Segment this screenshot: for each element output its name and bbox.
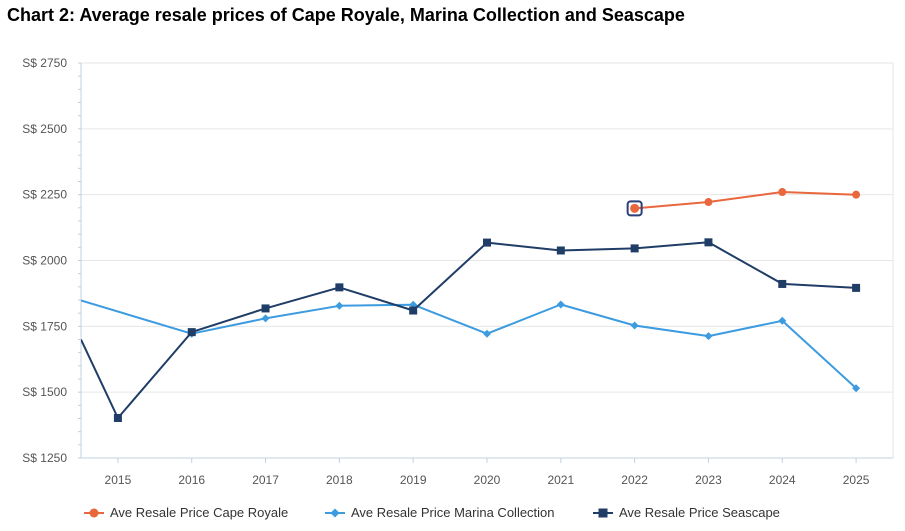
legend-label-marina-collection: Ave Resale Price Marina Collection	[351, 505, 555, 520]
series-line	[81, 241, 857, 419]
y-tick-label: S$ 2500	[22, 122, 67, 136]
x-tick-label: 2016	[178, 473, 205, 487]
series-1	[81, 299, 861, 393]
data-point-diamond[interactable]	[704, 332, 713, 341]
legend-label-cape-royale: Ave Resale Price Cape Royale	[110, 505, 289, 520]
chart-title: Chart 2: Average resale prices of Cape R…	[7, 5, 685, 25]
data-point-square[interactable]	[113, 413, 122, 422]
data-point-diamond[interactable]	[778, 316, 787, 325]
legend-item-cape-royale[interactable]: Ave Resale Price Cape Royale	[84, 505, 288, 520]
series-2	[81, 238, 861, 422]
y-tick-label: S$ 1750	[22, 319, 67, 333]
data-point-circle[interactable]	[852, 190, 861, 199]
data-point-square[interactable]	[409, 306, 418, 315]
data-point-square[interactable]	[778, 279, 787, 288]
data-point-square[interactable]	[704, 238, 713, 247]
data-point-circle[interactable]	[704, 198, 713, 207]
series-line	[81, 299, 857, 389]
series-line	[634, 191, 857, 210]
axis-layer: S$ 1250 S$ 1500 S$ 1750 S$ 2000 S$ 2250 S$ 25…	[22, 56, 893, 487]
x-tick-label: 2018	[326, 473, 353, 487]
legend-item-marina-collection[interactable]: Ave Resale Price Marina Collection	[325, 505, 555, 520]
y-tick-label: S$ 2000	[22, 254, 67, 268]
x-tick-label: 2022	[621, 473, 648, 487]
data-point-diamond[interactable]	[852, 384, 861, 393]
x-tick-label: 2025	[843, 473, 870, 487]
legend-square-marker-icon	[593, 508, 613, 517]
data-point-diamond[interactable]	[556, 300, 565, 309]
data-point-diamond[interactable]	[335, 301, 344, 310]
data-point-square[interactable]	[335, 283, 344, 292]
x-tick-label: 2017	[252, 473, 279, 487]
data-point-square[interactable]	[556, 246, 565, 255]
data-point-diamond[interactable]	[261, 314, 270, 323]
data-point-square[interactable]	[261, 304, 270, 313]
legend-diamond-marker-icon	[325, 508, 345, 517]
x-tick-label: 2020	[474, 473, 501, 487]
y-tick-label: S$ 2750	[22, 56, 67, 70]
legend-label-seascape: Ave Resale Price Seascape	[619, 505, 780, 520]
y-tick-label: S$ 1500	[22, 385, 67, 399]
x-tick-label: 2021	[547, 473, 574, 487]
x-tick-label: 2023	[695, 473, 722, 487]
data-point-square[interactable]	[187, 328, 196, 337]
y-tick-label: S$ 2250	[22, 188, 67, 202]
legend-circle-marker-icon	[84, 508, 104, 517]
x-tick-label: 2024	[769, 473, 796, 487]
legend: Ave Resale Price Cape Royale Ave Resale …	[0, 505, 905, 527]
hovered-data-point[interactable]	[630, 203, 640, 213]
grid-layer	[80, 62, 894, 459]
data-point-circle[interactable]	[778, 188, 787, 197]
data-point-square[interactable]	[483, 238, 491, 247]
x-tick-label: 2019	[400, 473, 427, 487]
data-point-square[interactable]	[630, 244, 639, 253]
series-layer	[81, 188, 861, 422]
y-tick-label: S$ 1250	[22, 451, 67, 465]
data-point-diamond[interactable]	[630, 321, 639, 330]
hover-highlight-ring	[626, 200, 643, 217]
data-point-square[interactable]	[852, 283, 861, 292]
data-point-diamond[interactable]	[483, 329, 491, 338]
chart-plot: S$ 1250 S$ 1500 S$ 1750 S$ 2000 S$ 2250 S$ 25…	[22, 56, 894, 487]
legend-item-seascape[interactable]: Ave Resale Price Seascape	[593, 505, 780, 520]
x-tick-label: 2015	[105, 473, 132, 487]
series-0	[630, 188, 861, 213]
